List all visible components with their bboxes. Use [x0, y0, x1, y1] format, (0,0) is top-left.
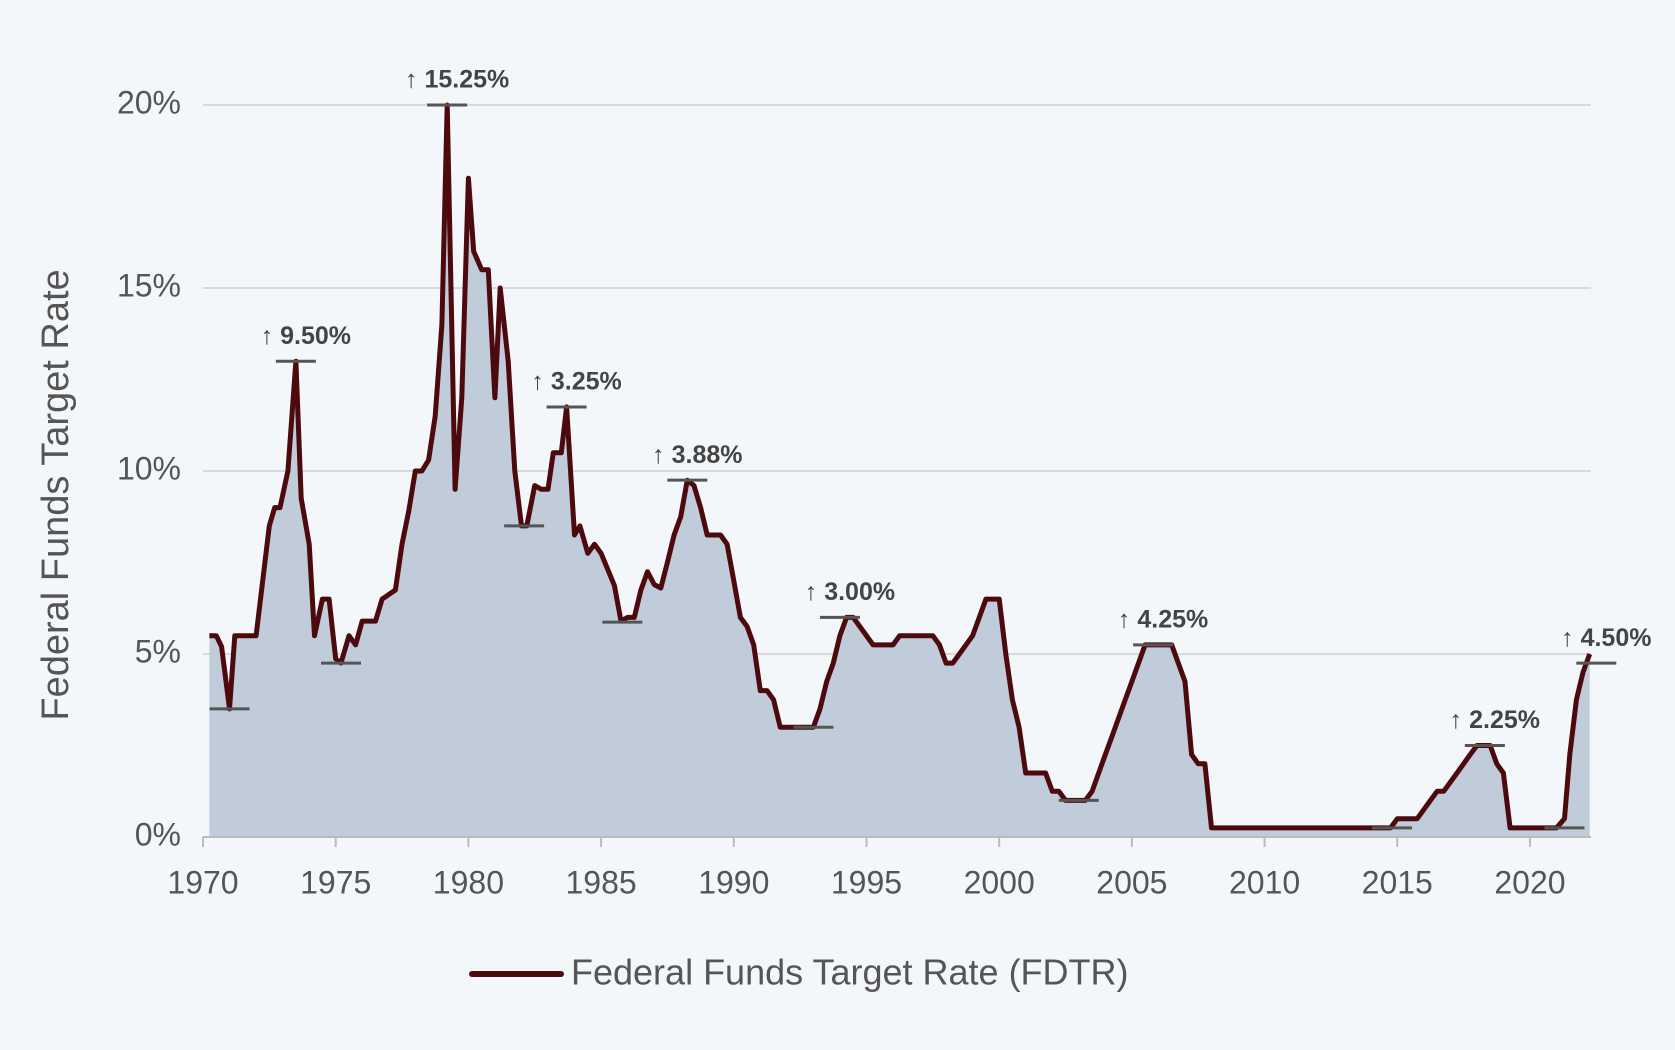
x-tick-label: 1990: [698, 864, 769, 900]
x-tick-label: 2020: [1494, 864, 1565, 900]
x-tick-label: 2005: [1096, 864, 1167, 900]
y-tick-label: 20%: [117, 84, 181, 120]
annotation-label: ↑ 3.25%: [531, 368, 621, 396]
line: [209, 102, 1593, 831]
y-tick-label: 0%: [135, 816, 181, 852]
x-tick-label: 1980: [433, 864, 504, 900]
x-tick-label: 1985: [565, 864, 636, 900]
y-tick-label: 15%: [117, 267, 181, 303]
annotation-label: ↑ 3.88%: [652, 441, 742, 469]
legend-label: Federal Funds Target Rate (FDTR): [571, 952, 1129, 993]
annotation-label: ↑ 15.25%: [405, 66, 509, 94]
annotation-label: ↑ 2.25%: [1450, 706, 1540, 734]
x-tick-label: 2015: [1362, 864, 1433, 900]
annotation-label: ↑ 9.50%: [261, 322, 351, 350]
x-tick-label: 1975: [300, 864, 371, 900]
area-fill: [209, 105, 1590, 837]
x-tick-label: 2010: [1229, 864, 1300, 900]
x-tick-label: 1995: [831, 864, 902, 900]
y-tick-label: 5%: [135, 633, 181, 669]
annotation-label: ↑ 3.00%: [805, 578, 895, 606]
x-tick-label: 2000: [964, 864, 1035, 900]
y-tick-label: 10%: [117, 450, 181, 486]
y-axis-label: Federal Funds Target Rate: [35, 269, 77, 720]
x-tick-label: 1970: [167, 864, 238, 900]
annotation-label: ↑ 4.25%: [1118, 605, 1208, 633]
annotation-label: ↑ 4.50%: [1561, 624, 1651, 652]
